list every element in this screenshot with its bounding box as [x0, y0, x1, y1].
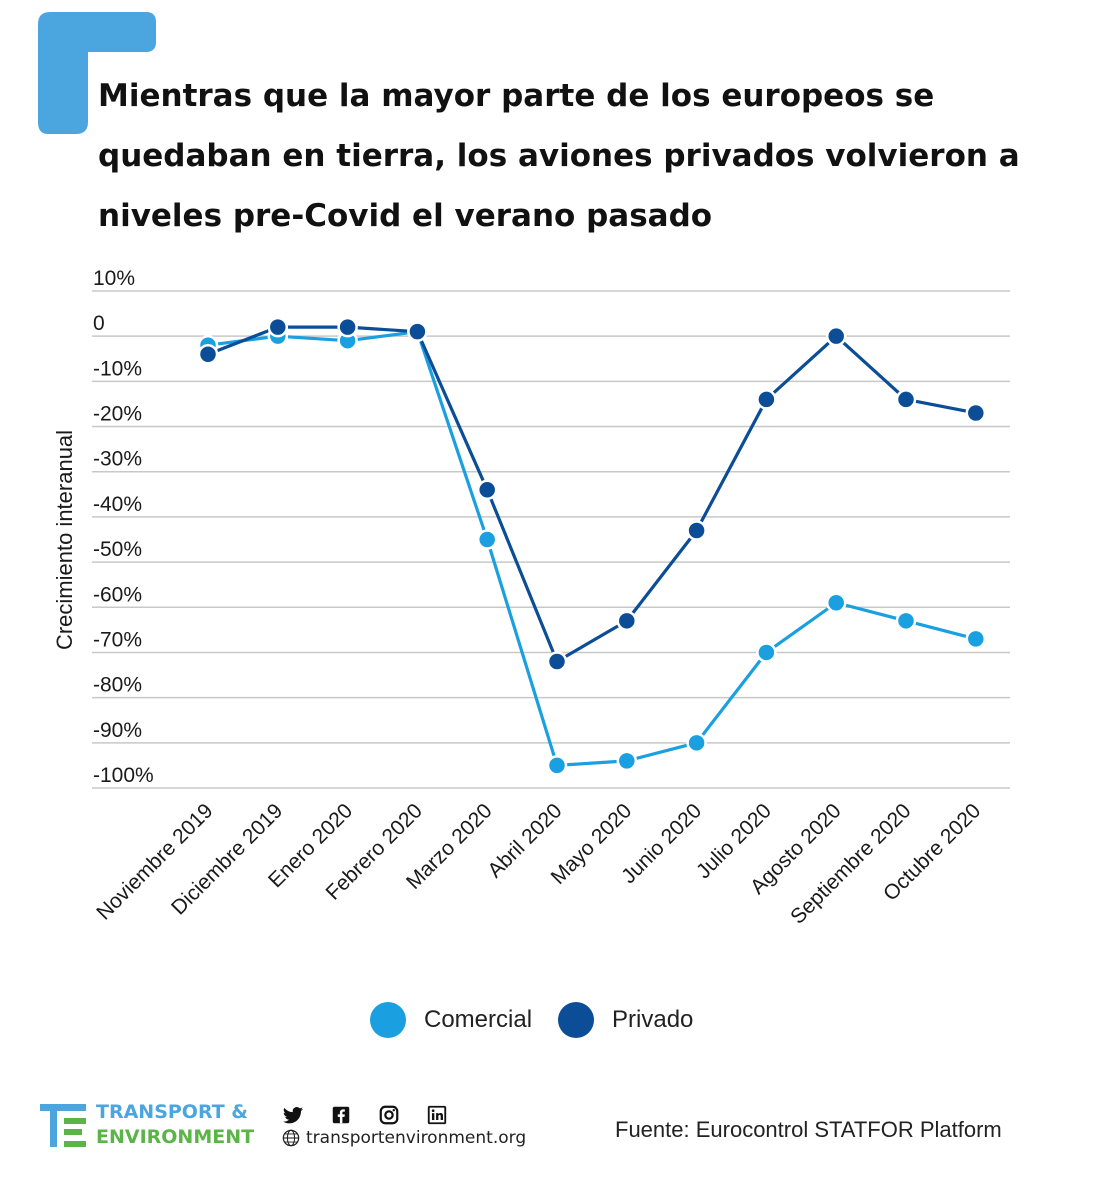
instagram-icon[interactable] [378, 1104, 400, 1126]
y-tick-label: -100% [93, 764, 154, 787]
data-point-privado [756, 389, 777, 410]
data-point-comercial [686, 732, 707, 754]
data-point-privado [965, 402, 987, 424]
y-tick-label: -50% [93, 538, 142, 561]
y-tick-label: -60% [93, 583, 142, 606]
data-point-comercial [476, 529, 498, 550]
data-point-privado [476, 479, 498, 501]
y-tick-label: -10% [93, 357, 142, 380]
globe-icon [282, 1129, 300, 1147]
line-chart: 10% 0 -10% -20% -30% -40% -50% -60% -70% -80% -90%… [52, 267, 1010, 929]
legend-item-privado: Privado [558, 1002, 693, 1038]
legend: Comercial Privado [370, 1000, 701, 1040]
data-point-comercial [546, 755, 568, 776]
data-point-comercial [965, 628, 987, 650]
legend-item-comercial: Comercial [370, 1002, 532, 1038]
data-point-privado [267, 316, 289, 338]
y-tick-label: 10% [93, 267, 135, 290]
x-tick-label: Noviembre 2019 [92, 799, 217, 924]
data-point-privado [895, 389, 917, 410]
legend-swatch-comercial [370, 1002, 406, 1038]
logo-text-environment: ENVIRONMENT [96, 1126, 255, 1148]
data-point-privado [686, 520, 707, 541]
facebook-icon[interactable] [330, 1104, 352, 1126]
te-logo-icon [40, 1104, 86, 1147]
twitter-icon[interactable] [282, 1104, 304, 1126]
data-point-privado [616, 610, 638, 632]
chart-title: Mientras que la mayor parte de los europ… [98, 78, 1020, 234]
chart-area: 10% 0 -10% -20% -30% -40% -50% -60% -70% -80% -90%… [0, 240, 1100, 965]
linkedin-icon[interactable] [426, 1104, 448, 1126]
logo-text-transport: TRANSPORT & [96, 1101, 248, 1123]
y-tick-label: -90% [93, 719, 142, 742]
data-point-privado [407, 321, 428, 342]
data-point-privado [197, 344, 219, 365]
y-axis-label: Crecimiento interanual [52, 430, 77, 650]
data-point-comercial [825, 592, 847, 614]
y-tick-label: -80% [93, 674, 142, 697]
legend-swatch-privado [558, 1002, 595, 1038]
data-point-privado [546, 651, 568, 672]
data-point-comercial [895, 610, 917, 632]
data-point-privado [825, 325, 847, 347]
y-tick-label: -30% [93, 448, 142, 471]
y-tick-label: -40% [93, 493, 142, 516]
y-tick-label: 0 [93, 312, 105, 335]
website-text: transportenvironment.org [306, 1128, 527, 1148]
website-link[interactable]: transportenvironment.org [282, 1128, 526, 1148]
series-line-privado [207, 325, 977, 664]
y-tick-label: -20% [93, 403, 142, 426]
data-point-comercial [616, 750, 638, 772]
social-links [282, 1104, 448, 1126]
legend-label-privado: Privado [612, 1006, 694, 1033]
x-tick-label: Septiembre 2020 [786, 799, 915, 928]
corner-bracket-decoration [38, 12, 156, 134]
data-point-privado [337, 316, 358, 338]
data-point-comercial [756, 642, 777, 663]
series-line-comercial [207, 330, 977, 768]
legend-label-comercial: Comercial [424, 1006, 533, 1033]
y-tick-label: -70% [93, 628, 142, 651]
source-note: Fuente: Eurocontrol STATFOR Platform [615, 1117, 1002, 1142]
brand-logo[interactable]: TRANSPORT & ENVIRONMENT [40, 1100, 254, 1150]
